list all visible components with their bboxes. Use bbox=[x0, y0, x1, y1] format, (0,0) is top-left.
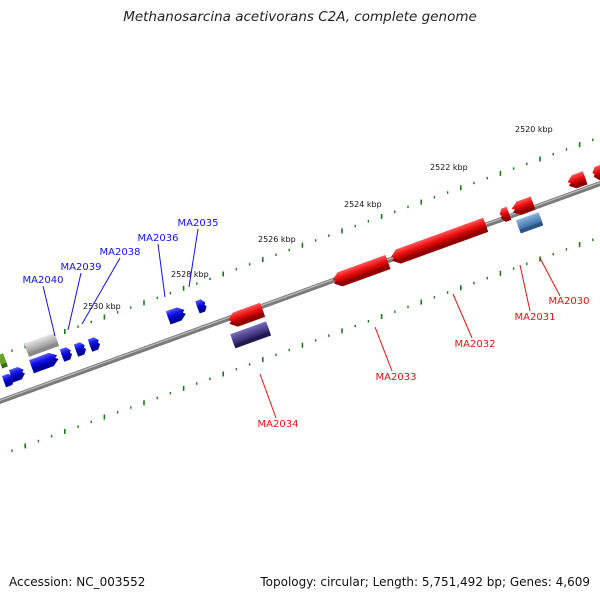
scale-label: 2520 kbp bbox=[515, 125, 553, 134]
scale-label: 2530 kbp bbox=[83, 302, 121, 311]
gene-glyph bbox=[29, 352, 59, 374]
genome-summary: Topology: circular; Length: 5,751,492 bp… bbox=[260, 575, 590, 589]
gene-glyph bbox=[59, 347, 73, 362]
gene-glyph bbox=[1, 373, 15, 388]
gene-glyph bbox=[332, 254, 391, 287]
gene-leader-line bbox=[188, 228, 199, 288]
gene-glyph-rna bbox=[516, 212, 544, 234]
gene-glyph bbox=[195, 299, 207, 314]
genome-backbone bbox=[0, 180, 600, 405]
gene-glyph bbox=[511, 196, 536, 215]
gene-label[interactable]: MA2034 bbox=[258, 419, 299, 430]
gene-label[interactable]: MA2035 bbox=[178, 218, 219, 229]
gene-leader-line bbox=[81, 257, 121, 325]
gene-leader-line bbox=[259, 373, 277, 419]
gene-leader-line bbox=[42, 285, 56, 337]
gene-leader-line bbox=[374, 326, 393, 372]
accession-text: Accession: NC_003552 bbox=[9, 575, 146, 589]
gene-glyph bbox=[87, 337, 101, 352]
gene-leader-line bbox=[67, 272, 82, 331]
gene-label[interactable]: MA2032 bbox=[455, 339, 496, 350]
gene-glyph bbox=[228, 302, 266, 327]
scale-label: 2524 kbp bbox=[344, 200, 382, 209]
gene-glyph bbox=[390, 217, 489, 264]
gene-label[interactable]: MA2036 bbox=[138, 233, 179, 244]
scale-label: 2522 kbp bbox=[430, 163, 468, 172]
map-title: Methanosarcina acetivorans C2A, complete… bbox=[123, 9, 477, 25]
gene-glyph-other bbox=[24, 332, 60, 357]
gene-leader-line bbox=[519, 264, 531, 312]
gene-label[interactable]: MA2038 bbox=[100, 247, 141, 258]
gene-glyph-other bbox=[0, 353, 8, 369]
gene-leader-line bbox=[539, 257, 561, 297]
gene-glyph bbox=[592, 164, 600, 181]
gene-label[interactable]: MA2030 bbox=[549, 296, 590, 307]
gene-label[interactable]: MA2039 bbox=[61, 262, 102, 273]
gene-leader-line bbox=[157, 243, 166, 298]
gene-glyph bbox=[165, 307, 186, 325]
gene-glyph bbox=[499, 206, 512, 222]
gene-glyph-pseudo bbox=[230, 321, 272, 349]
gene-glyph bbox=[73, 342, 87, 357]
scale-label: 2526 kbp bbox=[258, 235, 296, 244]
gene-features bbox=[0, 164, 600, 388]
gene-glyph bbox=[8, 367, 25, 383]
scale-label: 2528 kbp bbox=[171, 270, 209, 279]
gene-label[interactable]: MA2031 bbox=[515, 312, 556, 323]
gene-leader-line bbox=[452, 293, 473, 339]
scale-ticks bbox=[11, 138, 594, 452]
gene-label[interactable]: MA2040 bbox=[23, 275, 64, 286]
labels-layer: 2520 kbp 2522 kbp 2524 kbp 2526 kbp 2528 kbp… bbox=[23, 125, 590, 430]
gene-glyph bbox=[567, 171, 588, 189]
gene-label[interactable]: MA2033 bbox=[376, 372, 417, 383]
